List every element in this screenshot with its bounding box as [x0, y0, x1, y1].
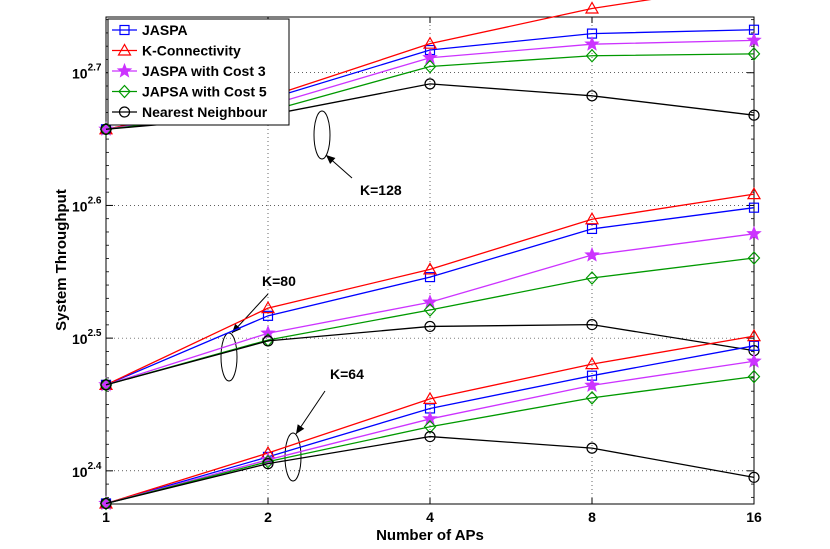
legend-marker — [116, 62, 133, 78]
data-point — [422, 391, 438, 405]
data-point — [424, 320, 436, 333]
annotation-label: K=64 — [330, 366, 364, 382]
data-point — [99, 496, 113, 511]
series-line — [105, 207, 755, 386]
data-point — [424, 271, 436, 283]
legend-label: K-Connectivity — [142, 43, 241, 59]
data-point — [422, 294, 438, 309]
legend-label: Nearest Neighbour — [142, 104, 268, 120]
data-point — [585, 390, 599, 405]
annotation-label: K=80 — [262, 273, 296, 289]
data-point — [423, 419, 437, 434]
data-point — [424, 78, 436, 90]
annotation-ellipse — [313, 110, 331, 160]
data-point — [748, 109, 760, 121]
annotation-arrowhead — [326, 155, 336, 164]
legend-label: JAPSA with Cost 5 — [142, 84, 267, 100]
data-point — [746, 225, 762, 241]
data-point — [746, 32, 762, 47]
series-line — [105, 335, 755, 505]
data-point — [748, 202, 760, 213]
legend: JASPA K-Connectivity JASPA with Cost 3 JAPS… — [107, 18, 290, 126]
legend-box — [107, 18, 290, 126]
data-point — [100, 497, 112, 510]
y-tick-label: 102.6 — [72, 195, 102, 214]
annotation-ellipse — [284, 432, 302, 482]
legend-label: JASPA with Cost 3 — [142, 63, 266, 79]
data-point — [584, 246, 600, 262]
data-point — [422, 36, 438, 49]
data-point — [584, 356, 600, 370]
annotation-arrowhead — [296, 424, 305, 434]
x-tick-label: 1 — [102, 509, 110, 525]
data-point — [584, 36, 600, 51]
legend-marker — [119, 24, 130, 36]
annotations: K=128 K=80 K=64 — [220, 110, 402, 482]
data-point — [423, 59, 437, 74]
data-point — [747, 369, 761, 384]
data-point — [422, 410, 438, 426]
legend-marker — [117, 43, 132, 56]
data-point — [262, 310, 274, 321]
data-point — [585, 48, 599, 63]
data-point — [747, 47, 761, 61]
data-point — [584, 377, 600, 392]
data-point — [423, 303, 437, 317]
data-point — [748, 471, 760, 483]
data-point — [746, 186, 762, 200]
y-tick-label: 102.5 — [72, 328, 102, 347]
legend-marker — [118, 106, 131, 118]
x-tick-label: 8 — [588, 509, 596, 525]
y-axis-title: System Throughput — [53, 189, 70, 331]
data-point — [424, 430, 436, 443]
data-point — [100, 123, 112, 135]
series-line — [105, 375, 755, 505]
y-tick-label: 102.4 — [72, 461, 102, 480]
data-point — [260, 300, 276, 314]
x-tick-label: 2 — [264, 509, 272, 525]
x-tick-label: 4 — [426, 509, 434, 525]
data-point — [746, 353, 762, 368]
data-point — [586, 442, 598, 454]
series-line — [105, 323, 755, 386]
data-point — [585, 271, 599, 285]
annotation-label: K=128 — [360, 182, 402, 198]
group-k-64 — [98, 328, 762, 511]
y-tick-label: 102.7 — [72, 63, 102, 82]
data-point — [262, 458, 274, 470]
data-point — [100, 379, 112, 391]
data-point — [99, 377, 113, 392]
data-point — [99, 122, 113, 137]
data-point — [586, 318, 598, 331]
data-point — [586, 90, 598, 102]
series-line — [105, 435, 755, 505]
data-point — [586, 223, 598, 235]
ticks: 1 2 4 8 16 102.4 102.5 102.6 102.7 — [72, 17, 762, 525]
legend-marker — [118, 84, 131, 99]
data-point — [748, 340, 760, 351]
data-point — [262, 335, 274, 347]
group-k-80 — [98, 186, 762, 392]
data-point — [584, 1, 600, 14]
annotation-ellipse — [220, 332, 238, 382]
data-point — [747, 251, 761, 265]
legend-label: JASPA — [142, 22, 188, 38]
series-line — [105, 345, 755, 505]
data-point — [260, 325, 276, 340]
x-tick-label: 16 — [746, 509, 762, 525]
x-axis-title: Number of APs — [376, 527, 484, 544]
data-point — [584, 212, 600, 225]
series-line — [105, 193, 755, 386]
data-point — [422, 262, 438, 275]
data-point — [746, 328, 762, 342]
